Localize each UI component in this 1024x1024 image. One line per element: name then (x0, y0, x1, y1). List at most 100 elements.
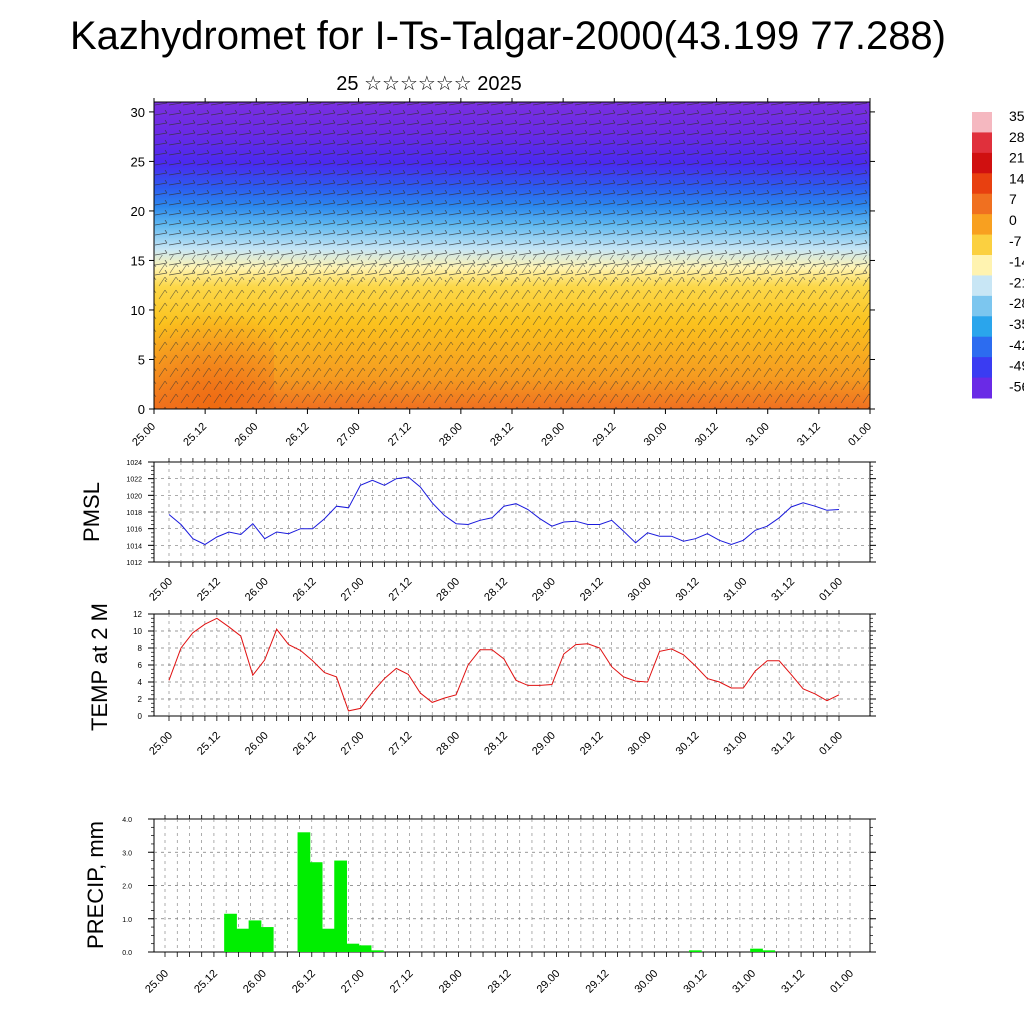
colorbar-label: -56 (1009, 378, 1024, 394)
precip-grid (154, 819, 870, 952)
heatmap-x-tick-label: 27.00 (335, 421, 363, 449)
x-tick-label: 25.00 (147, 730, 175, 758)
temp-panel: 0 2 4 6 8 10 12 25.00 25.12 26.00 26.12 27.00 27.12… (87, 603, 876, 758)
precip-bar (346, 943, 360, 952)
colorbar-label: 28 (1009, 129, 1024, 145)
temp-x-axis: 25.00 25.12 26.00 26.12 27.00 27.12 28.00 28.12… (147, 610, 845, 758)
y-tick-label: 8 (138, 644, 143, 653)
x-tick-label: 31.00 (730, 968, 758, 996)
heatmap-x-tick-label: 27.12 (386, 421, 414, 449)
x-tick-label: 31.12 (779, 968, 807, 996)
x-tick-label: 25.12 (195, 576, 223, 604)
precip-y-axis: 0.0 1.0 2.0 3.0 4.0 (122, 817, 876, 957)
colorbar-swatch (972, 132, 992, 154)
x-tick-label: 31.12 (769, 730, 797, 758)
x-tick-label: 26.00 (243, 730, 271, 758)
y-tick-label: 12 (133, 610, 142, 619)
colorbar-label: 0 (1009, 212, 1017, 228)
colorbar-label: -21 (1009, 274, 1024, 290)
colorbar-swatch (972, 357, 992, 379)
colorbar-label: -14 (1009, 254, 1024, 270)
wind-barbs-lower (154, 255, 870, 409)
heatmap-x-tick-label: 31.00 (744, 421, 772, 449)
x-tick-label: 27.12 (386, 730, 414, 758)
precip-bar (750, 948, 763, 952)
precip-bar (224, 913, 237, 952)
heatmap-y-tick-label: 15 (131, 253, 145, 268)
temp-axis-label: TEMP at 2 M (87, 603, 112, 731)
y-tick-label: 6 (138, 661, 143, 670)
colorbar-swatch (972, 295, 992, 317)
y-tick-label: 10 (133, 627, 142, 636)
colorbar-swatch (972, 275, 992, 297)
colorbar-label: -49 (1009, 358, 1024, 374)
x-tick-label: 30.00 (632, 968, 660, 996)
x-tick-label: 30.12 (681, 968, 709, 996)
colorbar-swatch (972, 255, 992, 276)
heatmap-y-tick-label: 5 (138, 352, 145, 367)
colorbar-swatch (972, 173, 992, 195)
precip-bar (260, 927, 274, 952)
x-tick-label: 25.12 (192, 968, 220, 996)
heatmap-x-tick-label: 31.12 (795, 421, 823, 449)
series-line (168, 476, 840, 546)
y-tick-label: 1.0 (122, 917, 132, 924)
heatmap-x-tick-label: 30.12 (693, 421, 721, 449)
y-tick-label: 1016 (126, 527, 142, 534)
y-tick-label: 4.0 (122, 817, 132, 824)
precip-bar (358, 945, 372, 952)
heatmap-y-axis: 0 5 10 15 20 25 30 (131, 105, 875, 417)
colorbar-label: -28 (1009, 295, 1024, 311)
heatmap-y-tick-label: 10 (131, 303, 145, 318)
y-tick-label: 2.0 (122, 884, 132, 891)
x-tick-label: 30.00 (626, 730, 654, 758)
x-tick-label: 31.12 (769, 576, 797, 604)
x-tick-label: 29.12 (578, 730, 606, 758)
x-tick-label: 30.12 (674, 576, 702, 604)
x-tick-label: 29.00 (535, 968, 563, 996)
colorbar-swatch (972, 336, 992, 358)
y-tick-label: 4 (138, 678, 143, 687)
x-tick-label: 25.00 (143, 968, 171, 996)
chart-subtitle: 25 ☆☆☆☆☆☆ 2025 (336, 73, 522, 95)
precip-bar (334, 860, 347, 952)
precip-bar (309, 862, 323, 952)
temp-series (168, 617, 840, 712)
x-tick-label: 01.00 (817, 730, 845, 758)
heatmap-x-tick-label: 26.12 (284, 421, 312, 449)
heatmap-x-tick-label: 25.12 (181, 421, 209, 449)
colorbar-swatch (972, 316, 992, 338)
x-tick-label: 26.12 (291, 730, 319, 758)
colorbar-swatch (972, 214, 992, 236)
x-tick-label: 31.00 (721, 576, 749, 604)
x-tick-label: 28.12 (486, 968, 514, 996)
colorbar-label: -7 (1009, 233, 1022, 249)
precip-axis-label: PRECIP, mm (83, 821, 108, 949)
wind-barbs-upper (154, 102, 870, 282)
x-tick-label: 30.00 (626, 576, 654, 604)
heatmap-x-tick-label: 29.12 (590, 421, 618, 449)
colorbar-label: 14 (1009, 170, 1024, 186)
x-tick-label: 31.00 (721, 730, 749, 758)
x-tick-label: 29.00 (530, 730, 558, 758)
precip-bar (370, 950, 384, 952)
heatmap-x-tick-label: 01.00 (846, 421, 874, 449)
colorbar-swatch (972, 234, 992, 256)
x-tick-label: 25.00 (147, 576, 175, 604)
x-tick-label: 28.12 (482, 730, 510, 758)
x-tick-label: 27.00 (339, 576, 367, 604)
precip-bar (248, 920, 262, 952)
y-tick-label: 1022 (126, 477, 142, 484)
y-tick-label: 1024 (126, 460, 142, 467)
x-tick-label: 28.00 (434, 576, 462, 604)
colorbar-swatch (972, 112, 992, 133)
colorbar-label: -35 (1009, 316, 1024, 332)
pmsl-series (168, 476, 840, 546)
precip-bar (297, 832, 311, 952)
colorbar-swatch (972, 193, 992, 215)
x-tick-label: 01.00 (817, 576, 845, 604)
colorbar-swatch (972, 152, 992, 174)
x-tick-label: 28.00 (434, 730, 462, 758)
